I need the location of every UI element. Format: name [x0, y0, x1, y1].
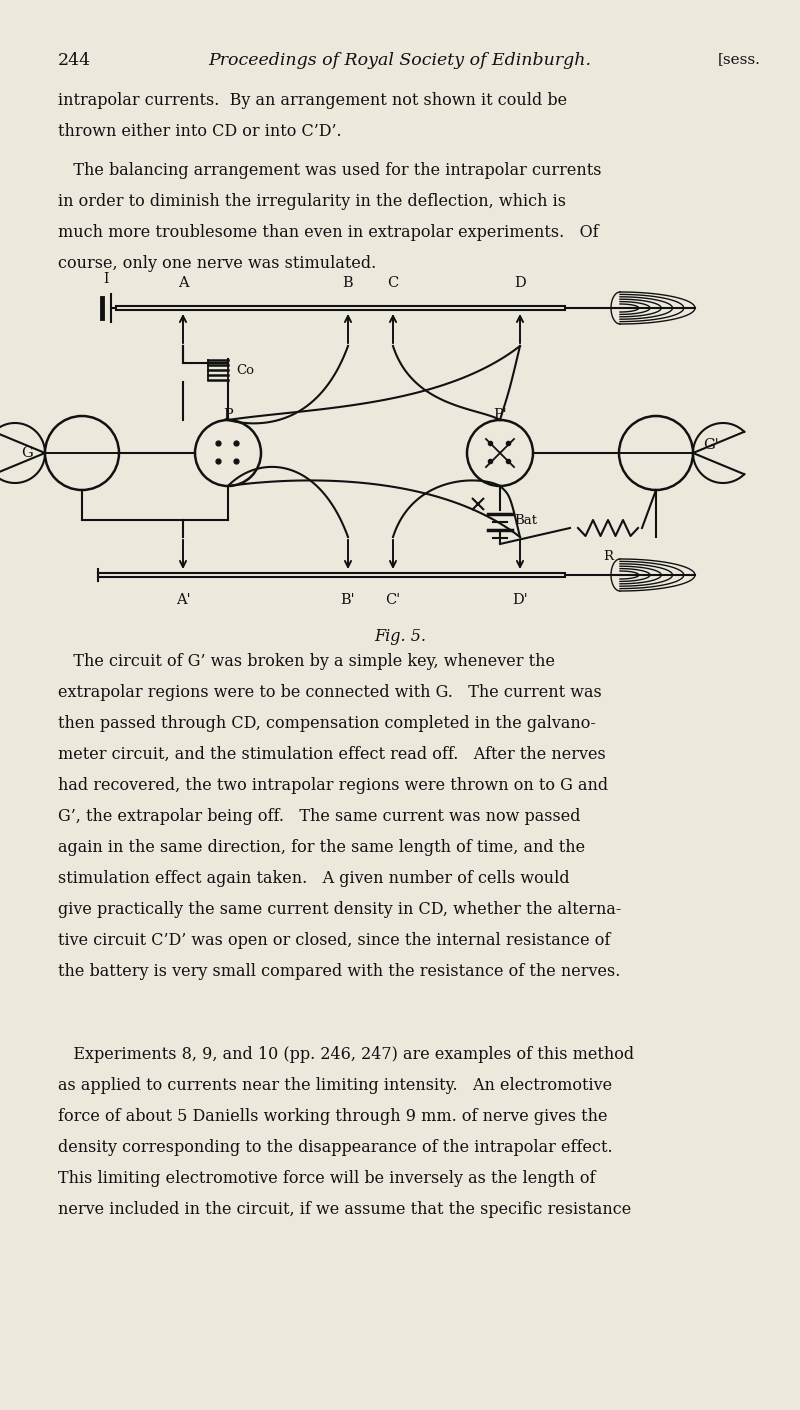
Text: R: R	[603, 550, 613, 563]
Text: C: C	[387, 276, 398, 290]
Text: intrapolar currents.  By an arrangement not shown it could be: intrapolar currents. By an arrangement n…	[58, 92, 567, 109]
Text: I: I	[103, 272, 109, 286]
Text: This limiting electromotive force will be inversely as the length of: This limiting electromotive force will b…	[58, 1170, 595, 1187]
Text: tive circuit C’D’ was open or closed, since the internal resistance of: tive circuit C’D’ was open or closed, si…	[58, 932, 610, 949]
Text: in order to diminish the irregularity in the deflection, which is: in order to diminish the irregularity in…	[58, 193, 566, 210]
Text: nerve included in the circuit, if we assume that the specific resistance: nerve included in the circuit, if we ass…	[58, 1201, 631, 1218]
Text: [sess.: [sess.	[718, 52, 761, 66]
Text: C': C'	[386, 594, 401, 606]
Text: the battery is very small compared with the resistance of the nerves.: the battery is very small compared with …	[58, 963, 620, 980]
Text: Co: Co	[236, 364, 254, 376]
Text: force of about 5 Daniells working through 9 mm. of nerve gives the: force of about 5 Daniells working throug…	[58, 1108, 607, 1125]
Text: B': B'	[341, 594, 355, 606]
Text: D': D'	[512, 594, 528, 606]
Text: Experiments 8, 9, and 10 (pp. 246, 247) are examples of this method: Experiments 8, 9, and 10 (pp. 246, 247) …	[58, 1046, 634, 1063]
Text: A': A'	[176, 594, 190, 606]
Text: B: B	[342, 276, 354, 290]
Text: The circuit of G’ was broken by a simple key, whenever the: The circuit of G’ was broken by a simple…	[58, 653, 555, 670]
Text: course, only one nerve was stimulated.: course, only one nerve was stimulated.	[58, 255, 376, 272]
Text: had recovered, the two intrapolar regions were thrown on to G and: had recovered, the two intrapolar region…	[58, 777, 608, 794]
Text: Proceedings of Royal Society of Edinburgh.: Proceedings of Royal Society of Edinburg…	[209, 52, 591, 69]
Text: G’, the extrapolar being off.   The same current was now passed: G’, the extrapolar being off. The same c…	[58, 808, 581, 825]
Text: P': P'	[493, 407, 507, 422]
Text: The balancing arrangement was used for the intrapolar currents: The balancing arrangement was used for t…	[58, 162, 602, 179]
Text: Bat: Bat	[514, 513, 537, 526]
Text: much more troublesome than even in extrapolar experiments.   Of: much more troublesome than even in extra…	[58, 224, 598, 241]
Text: again in the same direction, for the same length of time, and the: again in the same direction, for the sam…	[58, 839, 585, 856]
Text: thrown either into CD or into C’D’.: thrown either into CD or into C’D’.	[58, 123, 342, 140]
Text: extrapolar regions were to be connected with G.   The current was: extrapolar regions were to be connected …	[58, 684, 602, 701]
Text: P: P	[223, 407, 233, 422]
Text: meter circuit, and the stimulation effect read off.   After the nerves: meter circuit, and the stimulation effec…	[58, 746, 606, 763]
Text: Fig. 5.: Fig. 5.	[374, 627, 426, 644]
Text: then passed through CD, compensation completed in the galvano-: then passed through CD, compensation com…	[58, 715, 596, 732]
Text: G: G	[22, 446, 33, 460]
Text: stimulation effect again taken.   A given number of cells would: stimulation effect again taken. A given …	[58, 870, 570, 887]
Text: G': G'	[703, 439, 718, 453]
Text: D: D	[514, 276, 526, 290]
Text: 244: 244	[58, 52, 91, 69]
Text: A: A	[178, 276, 188, 290]
Text: give practically the same current density in CD, whether the alterna-: give practically the same current densit…	[58, 901, 622, 918]
Text: density corresponding to the disappearance of the intrapolar effect.: density corresponding to the disappearan…	[58, 1139, 613, 1156]
Text: as applied to currents near the limiting intensity.   An electromotive: as applied to currents near the limiting…	[58, 1077, 612, 1094]
